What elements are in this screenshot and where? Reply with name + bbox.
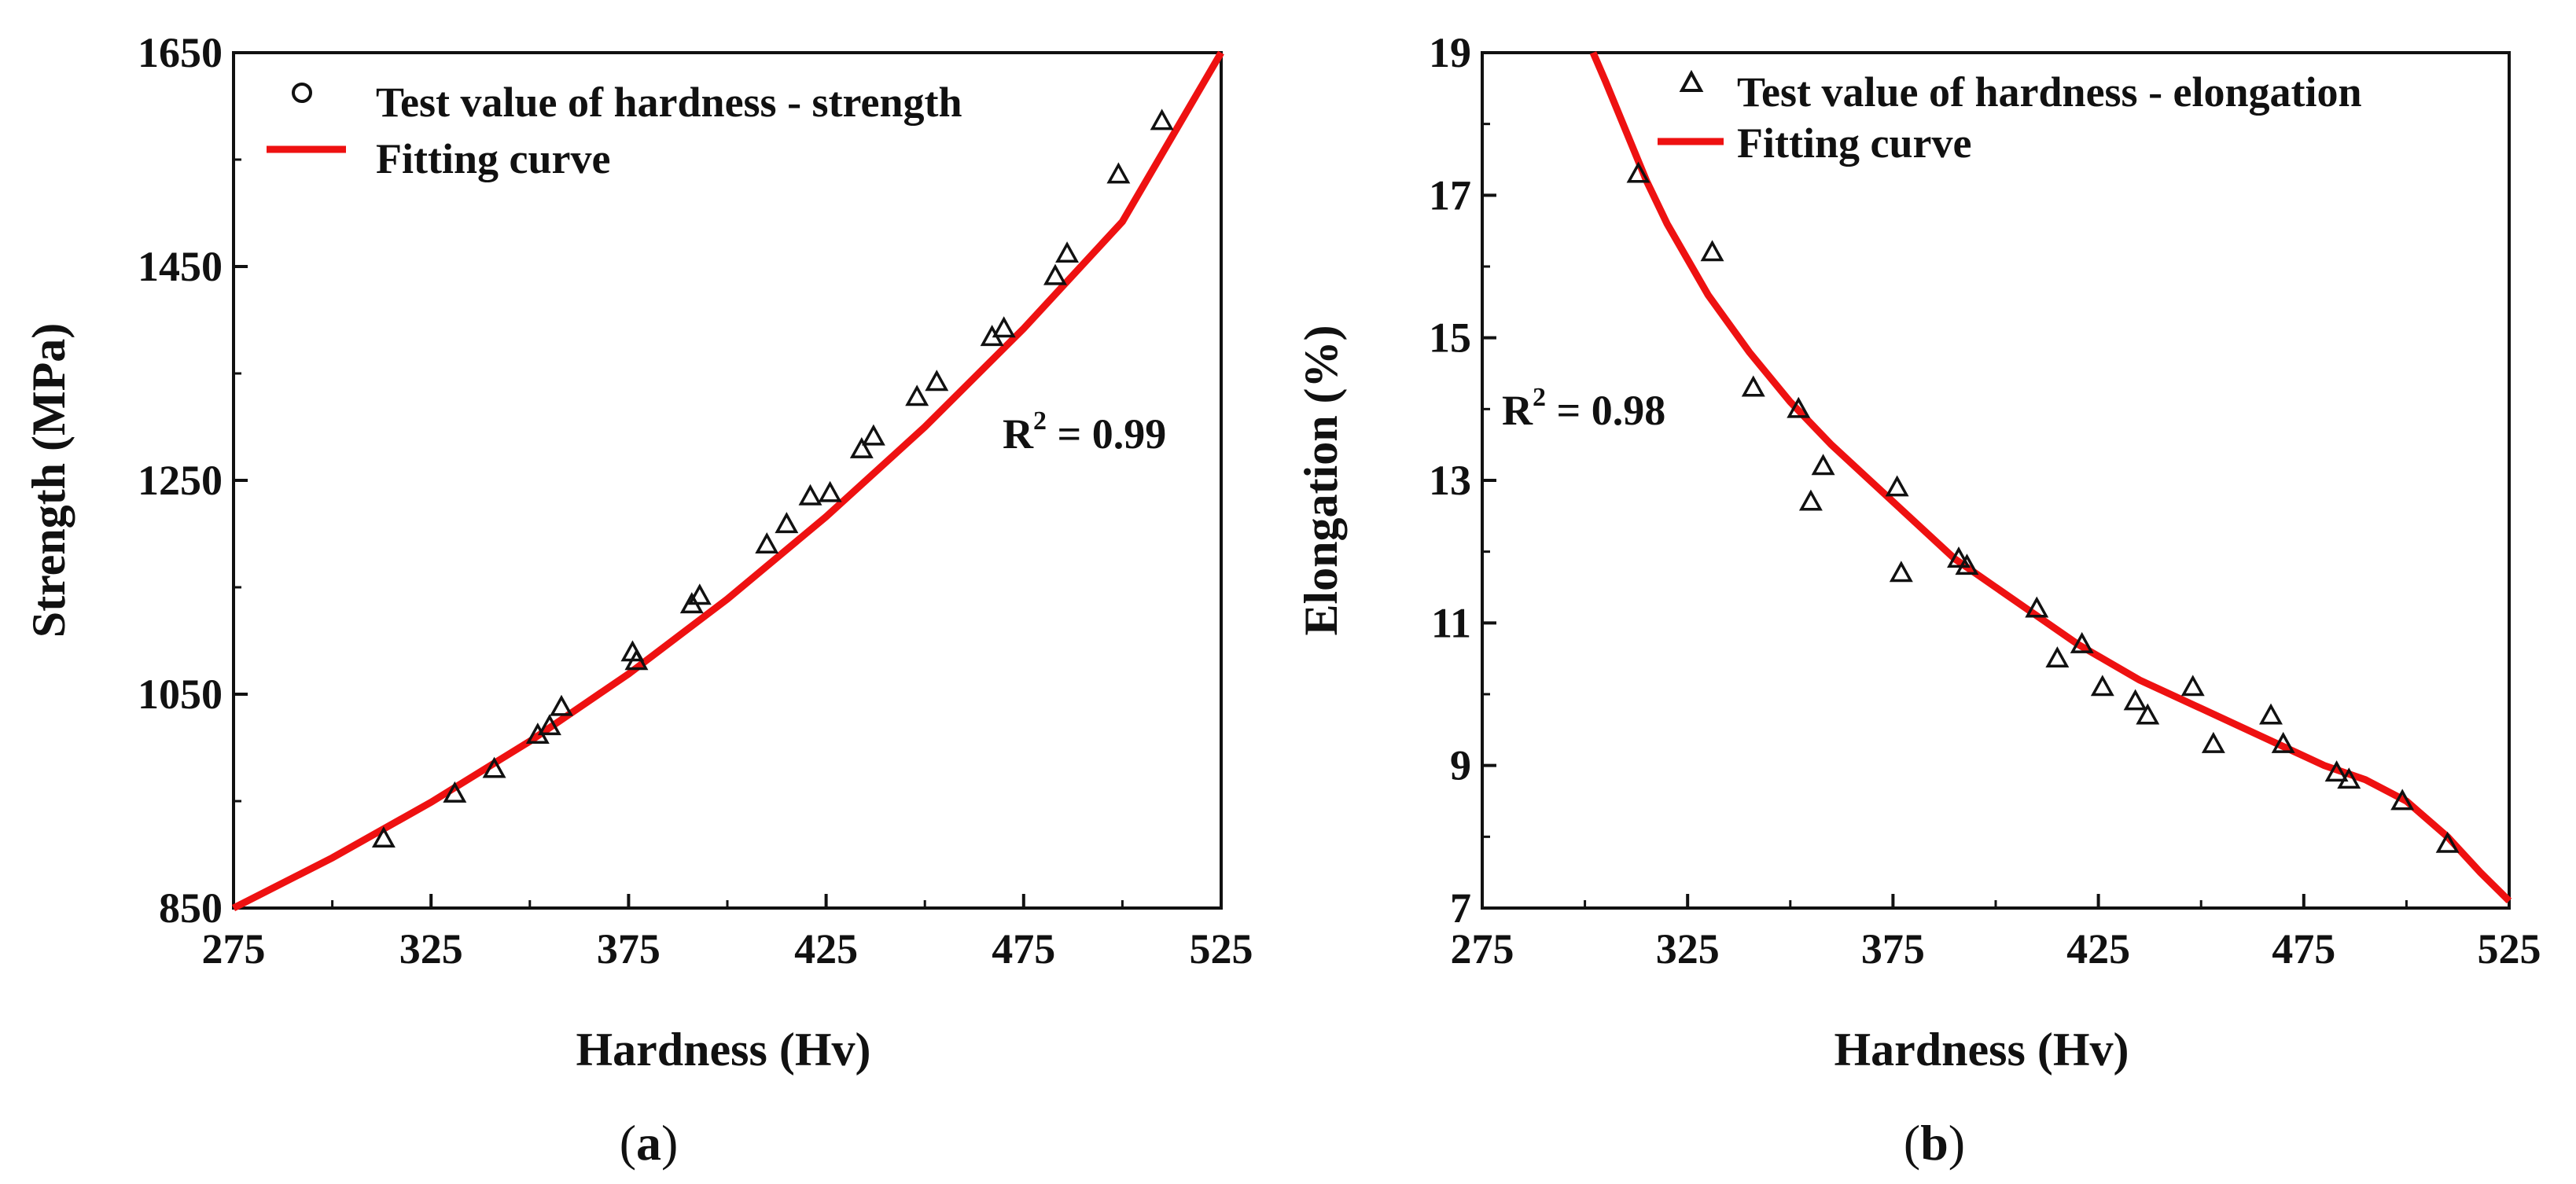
data-point — [371, 825, 396, 848]
data-point — [1043, 263, 1067, 285]
panel-a-fitting-curve — [231, 50, 1224, 912]
panel-a-legend-circle-marker — [292, 83, 312, 103]
y-tick-label: 11 — [1431, 599, 1471, 646]
data-point — [2045, 646, 2070, 668]
panel-b-x-tick-labels: 275 325 375 425 475 525 — [1451, 925, 2541, 973]
data-point — [624, 649, 649, 671]
panel-a-x-axis-label: Hardness (Hv) — [576, 1024, 871, 1076]
y-tick-label: 15 — [1429, 314, 1471, 362]
data-point — [1055, 241, 1080, 263]
y-tick-label: 1450 — [138, 243, 223, 290]
data-point — [2180, 675, 2205, 697]
data-point — [1798, 489, 1823, 511]
data-point — [775, 512, 799, 534]
panel-a-y-axis-label: Strength (MPa) — [23, 323, 75, 638]
data-point — [1700, 240, 1724, 262]
data-point — [755, 531, 779, 553]
x-tick-label: 425 — [2066, 925, 2130, 973]
panel-a-y-tick-labels: 850 1050 1250 1450 1650 — [138, 29, 223, 932]
y-tick-label: 1250 — [138, 457, 223, 504]
data-point — [687, 583, 712, 605]
x-tick-label: 475 — [992, 925, 1055, 973]
data-point — [1741, 375, 1765, 397]
data-point — [2090, 675, 2114, 697]
data-point — [443, 781, 467, 803]
x-tick-label: 275 — [202, 925, 266, 973]
data-point — [1150, 108, 1174, 131]
panel-b: 275 325 375 425 475 525 7 9 11 13 15 17 19 Test val… — [1295, 29, 2541, 1171]
y-tick-label: 13 — [1429, 457, 1471, 504]
data-point — [482, 756, 506, 778]
panel-b-legend-points-label: Test value of hardness - elongation — [1737, 68, 2362, 116]
panel-b-r-squared: R2 = 0.98 — [1502, 383, 1665, 434]
panel-b-x-axis-label: Hardness (Hv) — [1834, 1024, 2129, 1076]
data-point — [2337, 767, 2361, 789]
data-point — [905, 384, 929, 406]
data-point — [2123, 689, 2147, 711]
data-point — [2259, 703, 2283, 725]
data-point — [2025, 596, 2049, 618]
data-point — [1889, 561, 1913, 583]
panel-a-plot-frame — [232, 51, 1223, 910]
y-tick-label: 850 — [159, 884, 223, 932]
data-point — [818, 480, 842, 502]
x-tick-label: 375 — [597, 925, 661, 973]
panel-b-legend-triangle-marker — [1679, 69, 1704, 92]
panel-a-legend-curve-label: Fitting curve — [376, 135, 610, 182]
y-tick-label: 7 — [1450, 884, 1471, 932]
data-point — [1955, 553, 1979, 575]
x-tick-label: 325 — [1656, 925, 1720, 973]
x-tick-label: 325 — [399, 925, 463, 973]
x-tick-label: 275 — [1451, 925, 1514, 973]
panel-b-plot-frame — [1481, 51, 2511, 910]
data-point — [2070, 631, 2094, 653]
data-point — [2324, 760, 2349, 782]
panel-a-caption: (a) — [620, 1115, 679, 1171]
data-point — [1885, 475, 1909, 497]
data-point — [2136, 703, 2160, 725]
panel-b-fitting-curve — [1589, 51, 2512, 904]
y-tick-label: 19 — [1429, 29, 1471, 76]
data-point — [861, 424, 885, 446]
x-tick-label: 375 — [1861, 925, 1925, 973]
panel-b-data-points — [1626, 161, 2460, 853]
data-point — [849, 436, 874, 458]
data-point — [798, 484, 822, 506]
data-point — [992, 316, 1016, 338]
y-tick-label: 1050 — [138, 671, 223, 718]
data-point — [1626, 161, 1650, 183]
y-tick-label: 1650 — [138, 29, 223, 76]
data-point — [2390, 789, 2415, 811]
data-point — [1787, 396, 1811, 418]
panel-b-legend-curve-label: Fitting curve — [1737, 120, 1971, 167]
data-point — [925, 370, 949, 392]
data-point — [1947, 546, 1971, 568]
data-point — [2435, 831, 2460, 853]
x-tick-label: 475 — [2272, 925, 2335, 973]
panel-b-caption: (b) — [1904, 1115, 1965, 1171]
panel-b-y-tick-labels: 7 9 11 13 15 17 19 — [1429, 29, 1471, 932]
data-point — [1106, 162, 1131, 184]
panel-a-legend-points-label: Test value of hardness - strength — [376, 79, 962, 126]
data-point — [2201, 731, 2225, 753]
y-tick-label: 17 — [1429, 171, 1471, 219]
y-tick-label: 9 — [1450, 742, 1471, 789]
panel-a: 275 325 375 425 475 525 850 1050 1250 1450 1650 T… — [23, 29, 1253, 1171]
data-point — [537, 714, 561, 736]
data-point — [550, 694, 573, 716]
x-tick-label: 525 — [1190, 925, 1253, 973]
panel-a-data-points — [371, 108, 1174, 848]
panel-a-x-tick-labels: 275 325 375 425 475 525 — [202, 925, 1253, 973]
panel-a-r-squared: R2 = 0.99 — [1003, 406, 1166, 458]
data-point — [2271, 731, 2295, 753]
x-tick-label: 425 — [794, 925, 858, 973]
data-point — [1811, 454, 1835, 476]
panel-b-y-axis-label: Elongation (%) — [1295, 325, 1347, 635]
x-tick-label: 525 — [2478, 925, 2541, 973]
